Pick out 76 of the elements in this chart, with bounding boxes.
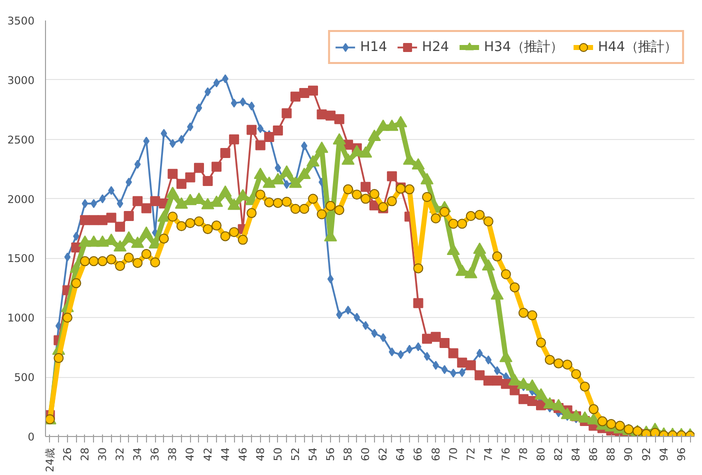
x-tick-label: 40 [184,447,197,462]
x-tick-label: 50 [271,447,284,462]
point [196,103,202,112]
point [82,199,88,208]
point [388,347,396,356]
y-tick-label: 2000 [7,192,35,206]
point [248,102,255,111]
point [354,312,360,322]
x-tick-label: 64 [394,447,408,462]
point [327,274,334,284]
x-tick-label: 82 [552,447,566,462]
point [476,348,483,358]
x-tick-label: 46 [236,447,250,462]
y-tick-label: 3000 [7,74,35,87]
x-tick-label: 80 [534,447,548,462]
point [99,194,106,204]
point [458,368,466,377]
point [380,333,386,342]
x-tick-label: 84 [570,447,583,462]
x-tick-label: 90 [622,447,636,462]
y-tick-label: 2500 [7,133,35,146]
x-tick-label: 60 [359,447,372,462]
point [116,199,124,208]
point [64,252,71,262]
x-tick-label: 68 [429,447,442,462]
point [441,365,448,374]
point [160,128,168,138]
point [143,136,150,146]
legend-label: H34（推計） [484,38,564,56]
x-tick-label: 44 [218,447,232,462]
x-tick-label: 38 [166,447,180,462]
point [178,134,185,144]
point [274,163,282,172]
x-tick-label: 66 [412,447,425,462]
x-tick-label: 48 [254,447,267,462]
x-tick-label: 28 [78,447,92,462]
point [406,344,413,354]
x-tick-label: 58 [342,447,355,462]
legend-label: H24 [422,40,450,54]
x-tick-label: 32 [114,447,127,462]
legend-label: H44（推計） [598,38,677,56]
x-tick-label: 74 [482,447,495,462]
y-tick-label: 0 [28,430,35,444]
point [362,320,369,330]
x-tick-label: 94 [657,447,670,462]
x-tick-label: 76 [499,447,512,462]
x-tick-label: 88 [604,447,618,462]
legend-label: H14 [360,40,388,54]
x-tick-label: 92 [640,447,653,462]
x-tick-label: 30 [96,447,110,462]
x-tick-label: 24歳 [43,447,56,472]
y-tick-label: 1000 [7,312,35,325]
point [230,98,238,108]
y-tick-label: 1500 [7,252,35,266]
x-tick-label: 52 [288,447,302,462]
point [134,160,141,169]
point [424,352,430,361]
point [257,124,264,134]
y-tick-label: 500 [14,371,35,384]
x-tick-label: 26 [60,447,74,462]
point [371,328,378,338]
x-tick-label: 70 [446,447,460,462]
x-tick-label: 34 [131,447,144,462]
y-tick-label: 3500 [7,14,35,28]
x-tick-label: 62 [376,447,390,462]
x-tick-label: 36 [148,447,162,462]
point [485,355,492,364]
x-tick-label: 96 [674,447,688,462]
x-tick-label: 86 [587,447,600,462]
x-tick-label: 42 [201,447,214,462]
point [344,306,352,315]
x-tick-label: 72 [464,447,478,462]
x-tick-label: 78 [516,447,530,462]
x-tick-label: 56 [324,447,338,462]
point [213,78,220,88]
x-tick-label: 54 [306,447,320,462]
